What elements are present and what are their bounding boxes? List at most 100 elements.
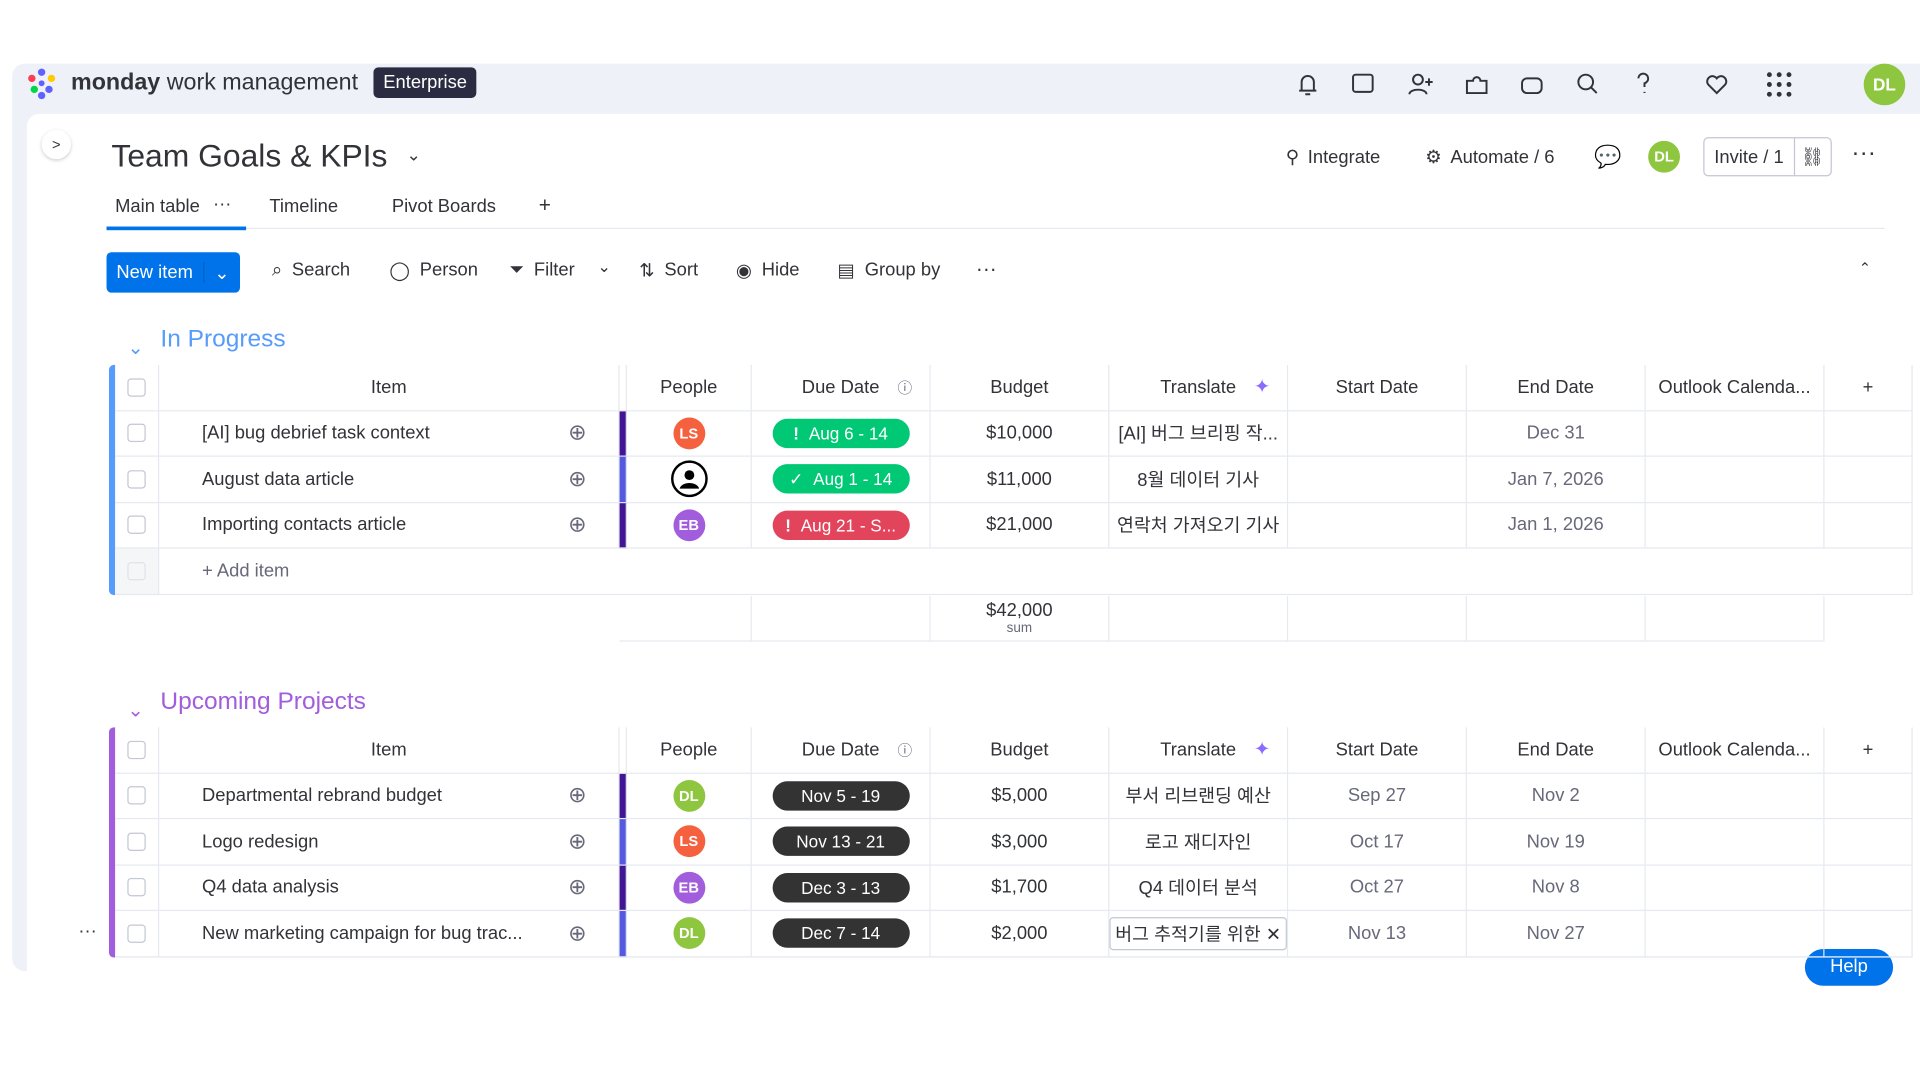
tool-sort[interactable]: ⇅ Sort: [639, 259, 699, 282]
add-column: +: [1824, 364, 1913, 411]
comment-cell: ⊕: [536, 865, 620, 912]
due-date-cell: Nov 5 - 19: [751, 773, 931, 820]
row-color-bar: [619, 502, 627, 549]
checkbox-cell: [115, 548, 160, 595]
due-pill[interactable]: Nov 5 - 19: [772, 780, 910, 811]
budget-cell: $21,000: [930, 502, 1110, 549]
avatar[interactable]: LS: [672, 825, 705, 858]
column-header: Translate: [1109, 727, 1289, 774]
comment-cell: ⊕: [536, 911, 620, 957]
column-header: Outlook Calenda...: [1645, 727, 1825, 774]
group-bar: [108, 727, 116, 957]
column-header: Item: [159, 727, 620, 774]
tool-filter[interactable]: ⏷ Filter: [509, 259, 575, 281]
integrate-label: Integrate: [1307, 146, 1381, 168]
translate-cell: 8월 데이터 기사: [1109, 456, 1289, 503]
help[interactable]: Help: [1804, 948, 1894, 986]
avatar[interactable]: [670, 460, 708, 498]
people-cell: LS: [626, 410, 752, 457]
board-title[interactable]: Team Goals & KPIs: [111, 137, 388, 174]
end-date-cell: Jan 1, 2026: [1466, 502, 1646, 549]
group-caret[interactable]: ⌄: [127, 337, 144, 359]
tool-group-by[interactable]: ▤ Group by: [837, 259, 941, 282]
group-name[interactable]: Upcoming Projects: [160, 688, 366, 716]
tab[interactable]: Main table: [115, 195, 200, 217]
product: work management: [166, 69, 359, 96]
blank-cell: [1824, 502, 1913, 549]
column-header: Item: [159, 364, 620, 411]
avatar[interactable]: EB: [672, 509, 705, 541]
start-date-cell: Sep 27: [1288, 773, 1467, 820]
group-caret[interactable]: ⌄: [127, 700, 144, 722]
add-column: +: [1824, 727, 1913, 774]
tab[interactable]: Pivot Boards: [391, 195, 496, 217]
summary-cell: [1645, 595, 1825, 642]
row-menu[interactable]: ···: [78, 920, 97, 942]
comment-cell: ⊕: [536, 773, 620, 820]
filter-caret[interactable]: ⌄: [597, 257, 611, 276]
user-avatar[interactable]: DL: [1863, 63, 1906, 106]
checkbox-cell: [115, 819, 160, 866]
group-name[interactable]: In Progress: [160, 325, 286, 353]
tabs-divider: [106, 227, 1885, 229]
due-text: Aug 21 - S...: [800, 515, 897, 535]
checkbox-cell: [115, 456, 160, 503]
tool-search[interactable]: ⌕ Search: [271, 259, 351, 281]
automate-label: Automate / 6: [1450, 146, 1555, 168]
comments[interactable]: 💬: [1594, 144, 1622, 169]
end-date-cell: Nov 19: [1466, 819, 1646, 866]
avatar[interactable]: EB: [672, 871, 705, 904]
due-date-cell: Dec 3 - 13: [751, 865, 931, 912]
avatar[interactable]: DL: [672, 779, 705, 812]
due-pill[interactable]: Nov 13 - 21: [772, 826, 910, 857]
row-color-bar: [619, 773, 627, 820]
due-pill[interactable]: ! Aug 6 - 14: [772, 418, 910, 448]
due-text: Nov 13 - 21: [796, 831, 885, 852]
budget-cell: $10,000: [930, 410, 1110, 457]
tool-label: Sort: [664, 259, 699, 281]
outlook-cell: [1645, 456, 1825, 503]
tab[interactable]: Timeline: [269, 195, 339, 217]
tool-person[interactable]: ◯ Person: [389, 259, 478, 282]
add-tab[interactable]: +: [538, 193, 551, 217]
due-pill[interactable]: Dec 7 - 14: [772, 918, 910, 949]
invite[interactable]: Invite / 1 ⛓: [1703, 137, 1832, 177]
translate-editor[interactable]: 버그 추적기를 위한 ✕: [1109, 916, 1287, 950]
summary-cell: $42,000 sum: [930, 595, 1110, 642]
due-pill[interactable]: Dec 3 - 13: [772, 872, 910, 903]
budget-cell: $3,000: [930, 819, 1110, 866]
due-pill[interactable]: ✓ Aug 1 - 14: [772, 464, 910, 494]
avatar[interactable]: DL: [672, 917, 705, 950]
sidebar-toggle[interactable]: >: [41, 129, 72, 160]
integrate[interactable]: ⚲ Integrate: [1285, 146, 1381, 168]
avatar[interactable]: LS: [672, 417, 705, 450]
column-gap: [619, 727, 627, 774]
due-date-cell: Dec 7 - 14: [751, 911, 931, 957]
collapse[interactable]: ⌃: [1858, 259, 1872, 277]
due-pill[interactable]: ! Aug 21 - S...: [772, 510, 910, 540]
column-header: Outlook Calenda...: [1645, 364, 1825, 411]
people-cell: DL: [626, 911, 752, 957]
translate-cell: Q4 데이터 분석: [1109, 865, 1289, 912]
title-caret[interactable]: ⌄: [406, 144, 421, 165]
more[interactable]: ···: [1851, 139, 1876, 167]
new-item[interactable]: New item ⌄: [106, 252, 241, 293]
column-header: Due Date: [751, 364, 931, 411]
tool-label: Search: [291, 259, 351, 281]
tab-menu[interactable]: ···: [213, 193, 232, 215]
translate-cell: 연락처 가져오기 기사: [1109, 502, 1289, 549]
summary-cell: [1288, 595, 1467, 642]
end-date-cell: Nov 2: [1466, 773, 1646, 820]
translate-cell: 로고 재디자인: [1109, 819, 1289, 866]
partial-row: [115, 956, 1913, 972]
toolbar-more[interactable]: ···: [975, 257, 997, 281]
automate[interactable]: ⚙ Automate / 6: [1425, 146, 1555, 168]
outlook-cell: [1645, 911, 1825, 957]
blank-cell: [1824, 773, 1913, 820]
due-text: Dec 7 - 14: [801, 923, 881, 944]
column-gap: [619, 364, 627, 411]
add-item[interactable]: + Add item: [159, 548, 1913, 595]
column-header: Translate: [1109, 364, 1289, 411]
tool-hide[interactable]: ◉ Hide: [735, 259, 800, 282]
comment-cell: ⊕: [536, 502, 620, 549]
